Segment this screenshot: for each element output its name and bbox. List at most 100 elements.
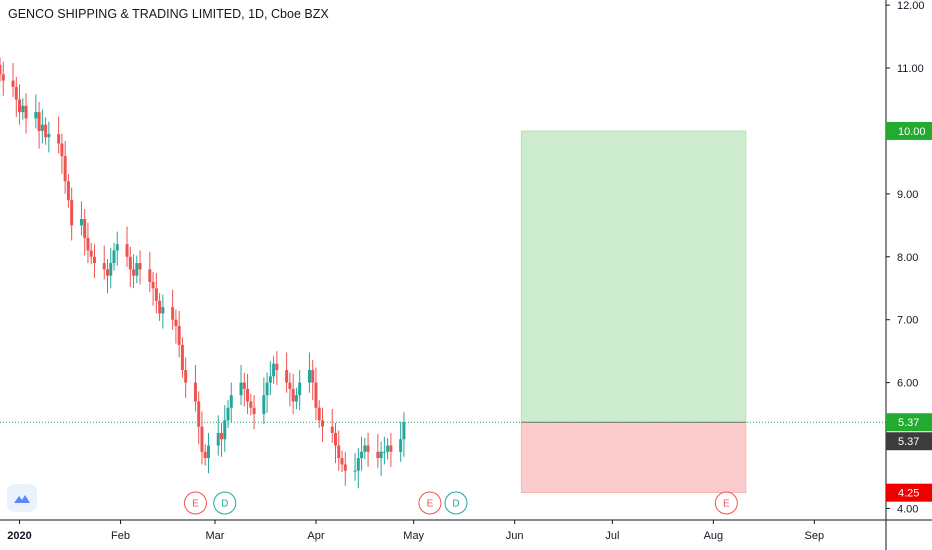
candle-body[interactable] [376, 451, 380, 459]
candle-body[interactable] [272, 363, 276, 377]
candle-body[interactable] [382, 451, 386, 453]
candle-body[interactable] [307, 370, 311, 383]
candle-body[interactable] [265, 382, 269, 396]
candle-body[interactable] [44, 124, 48, 138]
candle-body[interactable] [132, 269, 136, 276]
candle-body[interactable] [311, 370, 315, 383]
candle-body[interactable] [174, 319, 178, 326]
candle-body[interactable] [14, 86, 18, 100]
candle-body[interactable] [291, 388, 295, 402]
candle-body[interactable] [239, 382, 243, 396]
candle-body[interactable] [249, 401, 253, 408]
candle-body[interactable] [340, 458, 344, 465]
candle-body[interactable] [317, 407, 321, 421]
candle-body[interactable] [200, 426, 204, 452]
candle-body[interactable] [262, 395, 266, 415]
candle-body[interactable] [66, 181, 70, 201]
candle-body[interactable] [242, 382, 246, 389]
candle-body[interactable] [1, 74, 5, 81]
candle-body[interactable] [223, 420, 227, 440]
candle-body[interactable] [353, 470, 357, 472]
candle-body[interactable] [125, 244, 129, 257]
candle-body[interactable] [37, 112, 41, 131]
candle-body[interactable] [193, 382, 197, 402]
tradingview-logo-icon[interactable] [7, 484, 37, 512]
candle-body[interactable] [229, 395, 233, 408]
candle-body[interactable] [105, 269, 109, 276]
candle-body[interactable] [177, 325, 181, 345]
candle-body[interactable] [92, 256, 96, 264]
candle-body[interactable] [109, 263, 113, 276]
candle-body[interactable] [246, 388, 250, 402]
candle-body[interactable] [337, 445, 341, 459]
candle-body[interactable] [320, 420, 324, 427]
candle-body[interactable] [63, 156, 67, 182]
candle-body[interactable] [70, 200, 74, 226]
candle-body[interactable] [216, 432, 220, 446]
candle-body[interactable] [268, 376, 272, 383]
candle-body[interactable] [161, 307, 165, 314]
candle-body[interactable] [399, 439, 403, 452]
price-tag-stop[interactable] [886, 483, 932, 502]
candle-body[interactable] [298, 382, 302, 396]
candle-body[interactable] [135, 263, 139, 276]
candle-body[interactable] [148, 269, 152, 282]
candle-body[interactable] [171, 307, 175, 320]
candle-body[interactable] [34, 112, 38, 119]
candle-body[interactable] [275, 363, 279, 371]
candle-body[interactable] [288, 382, 292, 389]
earnings-event-icon[interactable] [183, 491, 207, 515]
candle-body[interactable] [0, 64, 2, 75]
candle-body[interactable] [102, 263, 106, 270]
profit-zone[interactable] [520, 130, 747, 423]
candle-body[interactable] [83, 219, 87, 238]
candle-body[interactable] [206, 445, 210, 459]
candle-body[interactable] [334, 432, 338, 446]
candle-body[interactable] [21, 105, 25, 113]
candle-body[interactable] [151, 281, 155, 289]
candle-body[interactable] [24, 105, 28, 119]
loss-zone[interactable] [520, 421, 747, 493]
candle-body[interactable] [89, 250, 93, 257]
candle-body[interactable] [158, 300, 162, 314]
candle-body[interactable] [112, 250, 116, 264]
candle-body[interactable] [18, 99, 22, 113]
price-tag-last[interactable] [886, 432, 932, 451]
price-tag-current[interactable] [886, 413, 932, 432]
candle-body[interactable] [11, 80, 15, 87]
candle-body[interactable] [57, 134, 61, 144]
candle-body[interactable] [220, 432, 223, 440]
candle-body[interactable] [330, 426, 334, 433]
candle-body[interactable] [360, 451, 364, 459]
candle-body[interactable] [40, 124, 44, 131]
candle-body[interactable] [343, 464, 347, 471]
dividend-event-icon[interactable] [444, 491, 468, 515]
candle-body[interactable] [138, 263, 142, 270]
candle-body[interactable] [203, 451, 207, 459]
candle-body[interactable] [184, 370, 188, 383]
candle-body[interactable] [402, 422, 406, 440]
earnings-event-icon[interactable] [418, 491, 442, 515]
candle-body[interactable] [386, 445, 390, 452]
candle-body[interactable] [128, 256, 132, 270]
candle-body[interactable] [86, 237, 90, 251]
candle-body[interactable] [363, 445, 367, 452]
candle-body[interactable] [47, 134, 51, 138]
candle-body[interactable] [180, 344, 184, 371]
candle-body[interactable] [356, 458, 360, 471]
candle-body[interactable] [314, 382, 318, 408]
candle-body[interactable] [379, 451, 383, 459]
candle-body[interactable] [285, 370, 289, 383]
candle-body[interactable] [252, 407, 256, 415]
dividend-event-icon[interactable] [213, 491, 237, 515]
earnings-event-icon[interactable] [714, 491, 738, 515]
candle-body[interactable] [226, 407, 230, 421]
candle-body[interactable] [79, 219, 83, 226]
candle-body[interactable] [154, 288, 158, 301]
candle-body[interactable] [60, 143, 64, 157]
candle-body[interactable] [389, 445, 393, 452]
price-tag-target[interactable] [886, 121, 932, 140]
candle-body[interactable] [115, 244, 119, 251]
candle-body[interactable] [197, 401, 201, 427]
